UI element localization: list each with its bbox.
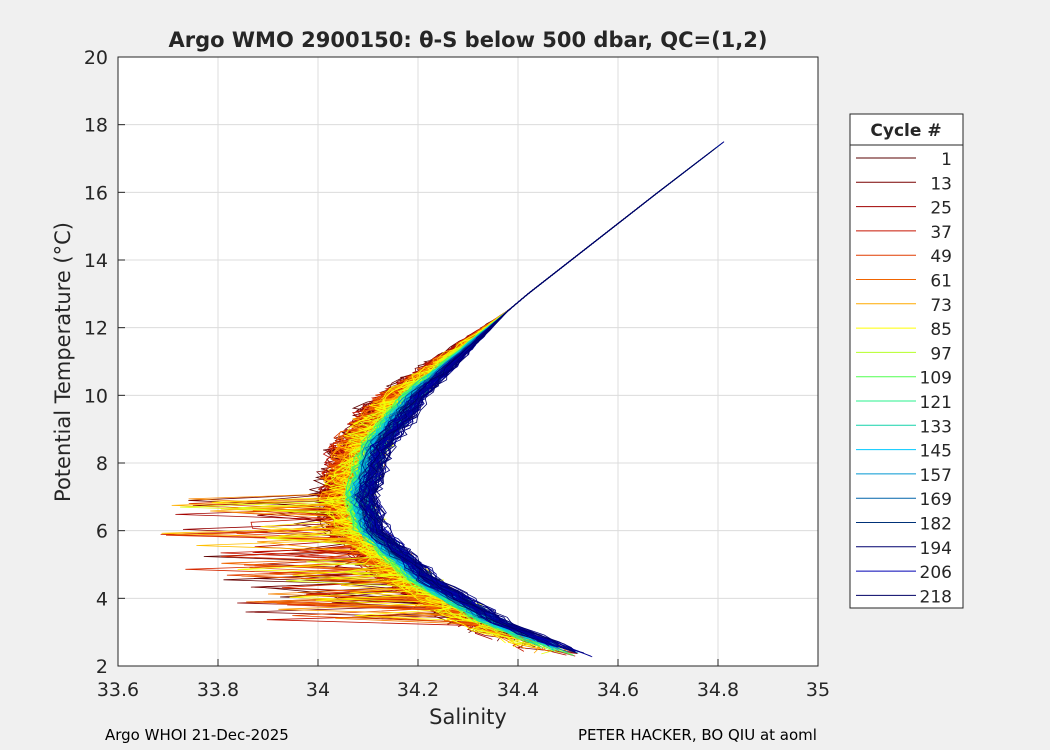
y-axis-ticks: 2 4 6 8 10 12 14 16 18 20 xyxy=(84,47,125,678)
legend-box xyxy=(849,113,964,609)
legend-entry-label: 1 xyxy=(941,150,952,170)
footer-right: PETER HACKER, BO QIU at aoml xyxy=(578,726,817,744)
legend-entry-label: 25 xyxy=(930,199,952,219)
legend-entry-label: 37 xyxy=(930,223,952,243)
y-tick-label: 18 xyxy=(84,115,108,137)
legend-title: Cycle # xyxy=(870,121,941,141)
legend-entries: 1 13 25 37 49 61 73 85 97 109 121 133 145 157 169 182 19… xyxy=(856,150,952,607)
x-tick-label: 34.6 xyxy=(597,679,639,701)
plot-frame xyxy=(117,56,819,667)
legend-entry-label: 157 xyxy=(920,466,952,486)
legend-entry-label: 133 xyxy=(920,417,952,437)
legend-entry-label: 49 xyxy=(930,247,952,267)
y-tick-label: 8 xyxy=(96,453,108,475)
legend-entry-label: 145 xyxy=(920,442,952,462)
y-tick-label: 14 xyxy=(84,250,108,272)
y-tick-label: 10 xyxy=(84,385,108,407)
footer-left: Argo WHOI 21-Dec-2025 xyxy=(105,726,289,744)
x-tick-label: 34 xyxy=(306,679,330,701)
x-tick-label: 33.6 xyxy=(97,679,139,701)
legend-entry-label: 109 xyxy=(920,369,952,389)
x-tick-label: 34.2 xyxy=(397,679,439,701)
x-tick-label: 33.8 xyxy=(197,679,239,701)
y-tick-label: 6 xyxy=(96,521,108,543)
legend-entry-label: 121 xyxy=(920,393,952,413)
y-tick-label: 16 xyxy=(84,182,108,204)
legend-entry-label: 194 xyxy=(920,539,952,559)
x-tick-label: 34.4 xyxy=(497,679,539,701)
x-axis-ticks: 33.6 33.8 34 34.2 34.4 34.6 34.8 35 xyxy=(97,659,830,701)
legend-entry-label: 85 xyxy=(930,320,952,340)
grid xyxy=(118,57,818,666)
legend-entry-label: 97 xyxy=(930,344,952,364)
legend-entry-label: 13 xyxy=(930,174,952,194)
legend-entry-label: 206 xyxy=(920,563,952,583)
cycle-profile-line xyxy=(359,148,716,637)
legend-entry-label: 182 xyxy=(920,515,952,535)
legend-entry-label: 169 xyxy=(920,490,952,510)
chart-title: Argo WMO 2900150: θ-S below 500 dbar, QC… xyxy=(169,28,768,52)
y-axis-label: Potential Temperature (°C) xyxy=(51,222,75,502)
x-axis-label: Salinity xyxy=(429,705,507,729)
y-tick-label: 2 xyxy=(96,656,108,678)
x-tick-label: 35 xyxy=(806,679,830,701)
plot-area xyxy=(118,57,818,666)
profiles xyxy=(160,141,725,658)
y-tick-label: 4 xyxy=(96,588,108,610)
legend-entry-label: 61 xyxy=(930,272,952,292)
legend-entry-label: 73 xyxy=(930,296,952,316)
legend: Cycle # 1 13 25 37 49 61 73 85 97 109 121 133 145 157… xyxy=(849,113,964,609)
y-tick-label: 12 xyxy=(84,318,108,340)
legend-entry-label: 218 xyxy=(920,587,952,607)
x-tick-label: 34.8 xyxy=(697,679,739,701)
y-tick-label: 20 xyxy=(84,47,108,69)
